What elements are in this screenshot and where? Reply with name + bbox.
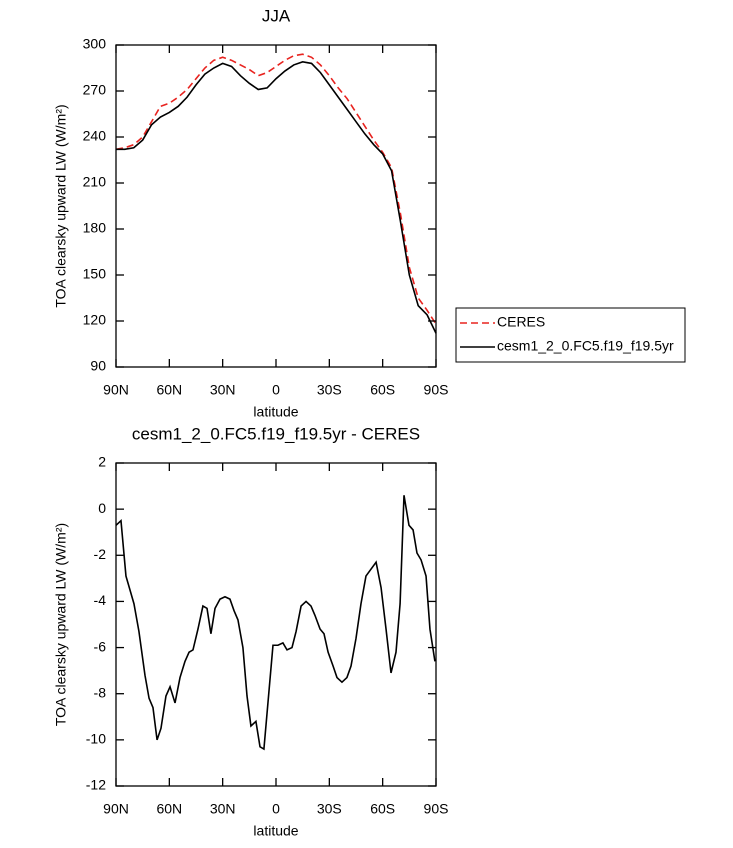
y-tick-label: 120 [83,312,107,328]
y-tick-label: 300 [83,36,107,52]
y-tick-label: -8 [94,684,107,700]
x-axis-label: latitude [253,404,298,420]
legend: CERES cesm1_2_0.FC5.f19_f19.5yr [455,307,686,363]
y-tick-label: -6 [94,638,107,654]
y-tick-label: 210 [83,174,107,190]
y-tick-label: -2 [94,546,107,562]
y-tick-label: -4 [94,592,107,608]
x-tick-label: 90S [424,801,449,817]
x-tick-label: 60S [370,801,395,817]
y-tick-label: 180 [83,220,107,236]
y-axis-label: TOA clearsky upward LW (W/m²) [53,104,69,307]
y-tick-label: 0 [98,500,106,516]
legend-label: cesm1_2_0.FC5.f19_f19.5yr [497,338,674,354]
chart-title: JJA [262,6,291,25]
x-tick-label: 90S [424,382,449,398]
x-tick-label: 60N [156,801,182,817]
x-tick-label: 30N [210,801,236,817]
x-tick-label: 90N [103,382,129,398]
y-tick-label: 2 [98,454,106,470]
y-tick-label: 90 [90,358,106,374]
y-tick-label: -12 [86,777,106,793]
x-tick-label: 90N [103,801,129,817]
x-tick-label: 30S [317,801,342,817]
x-tick-label: 60N [156,382,182,398]
chart-title: cesm1_2_0.FC5.f19_f19.5yr - CERES [132,424,420,443]
x-tick-label: 0 [272,382,280,398]
plot-frame [115,44,437,368]
x-tick-label: 30N [210,382,236,398]
data-line [115,495,436,751]
plot-frame [115,462,437,787]
legend-label: CERES [497,314,545,330]
y-tick-label: -10 [86,731,106,747]
legend-box [455,307,686,363]
y-tick-label: 150 [83,266,107,282]
y-tick-label: 240 [83,128,107,144]
data-line [115,53,437,325]
data-line [116,61,437,334]
x-tick-label: 60S [370,382,395,398]
x-axis-label: latitude [253,823,298,839]
y-axis-label: TOA clearsky upward LW (W/m²) [53,523,69,726]
y-tick-label: 270 [83,82,107,98]
x-tick-label: 30S [317,382,342,398]
x-tick-label: 0 [272,801,280,817]
